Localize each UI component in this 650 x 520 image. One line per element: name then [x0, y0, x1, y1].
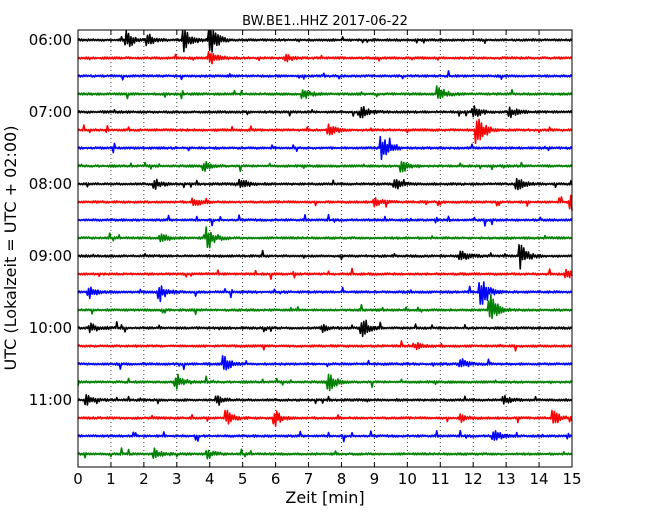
x-tick-label: 12	[464, 470, 483, 488]
seismogram-trace	[77, 409, 573, 427]
seismogram-trace	[77, 135, 573, 161]
x-tick-label: 10	[398, 470, 417, 488]
seismogram-trace	[77, 50, 573, 65]
x-axis-ticks: 0 1 2 3 4 5 6 7 8 9 10 11 12 13 14 15	[73, 30, 582, 488]
seismogram-trace	[77, 194, 573, 211]
x-tick-label: 15	[562, 470, 581, 488]
x-tick-label: 6	[271, 470, 281, 488]
x-tick-label: 4	[205, 470, 215, 488]
seismogram-trace	[77, 429, 573, 443]
y-axis-label: UTC (Lokalzeit = UTC + 02:00)	[1, 126, 20, 371]
seismogram-trace	[77, 213, 573, 227]
seismogram-trace	[77, 340, 573, 352]
seismogram-trace	[77, 177, 573, 191]
seismogram-trace	[77, 160, 573, 173]
seismogram-trace	[77, 30, 573, 53]
seismogram-trace	[77, 118, 573, 145]
seismogram-trace	[77, 105, 573, 119]
grid-lines	[110, 30, 540, 467]
seismogram-trace	[77, 447, 573, 460]
x-tick-label: 2	[139, 470, 149, 488]
x-tick-label: 8	[337, 470, 347, 488]
seismogram-trace	[77, 355, 573, 371]
y-tick-label: 10:00	[29, 319, 72, 337]
y-tick-label: 08:00	[29, 175, 72, 193]
y-axis-ticks: 06:00 07:00 08:00 09:00 10:00 11:00	[29, 31, 572, 409]
y-tick-label: 09:00	[29, 247, 72, 265]
seismogram-trace	[77, 226, 573, 249]
seismogram-trace	[77, 393, 573, 406]
y-tick-label: 07:00	[29, 103, 72, 121]
seismogram-trace	[77, 85, 573, 100]
seismogram-trace	[77, 267, 573, 280]
seismogram-trace	[77, 244, 573, 270]
y-tick-label: 06:00	[29, 31, 72, 49]
y-tick-label: 11:00	[29, 391, 72, 409]
seismogram-trace	[77, 70, 573, 81]
x-tick-label: 0	[73, 470, 83, 488]
x-axis-label: Zeit [min]	[285, 488, 364, 507]
x-tick-label: 11	[431, 470, 450, 488]
traces	[77, 30, 573, 460]
seismogram-trace	[77, 293, 573, 320]
x-tick-label: 1	[106, 470, 116, 488]
plot-frame	[77, 29, 573, 468]
chart-title: BW.BE1..HHZ 2017-06-22	[242, 14, 408, 29]
x-tick-label: 5	[238, 470, 248, 488]
x-tick-label: 13	[497, 470, 516, 488]
seismogram-trace	[77, 373, 573, 392]
x-tick-label: 7	[304, 470, 314, 488]
x-tick-label: 3	[172, 470, 182, 488]
x-tick-label: 9	[370, 470, 380, 488]
seismogram-trace	[77, 319, 573, 338]
x-tick-label: 14	[530, 470, 549, 488]
seismogram-trace	[77, 281, 573, 305]
